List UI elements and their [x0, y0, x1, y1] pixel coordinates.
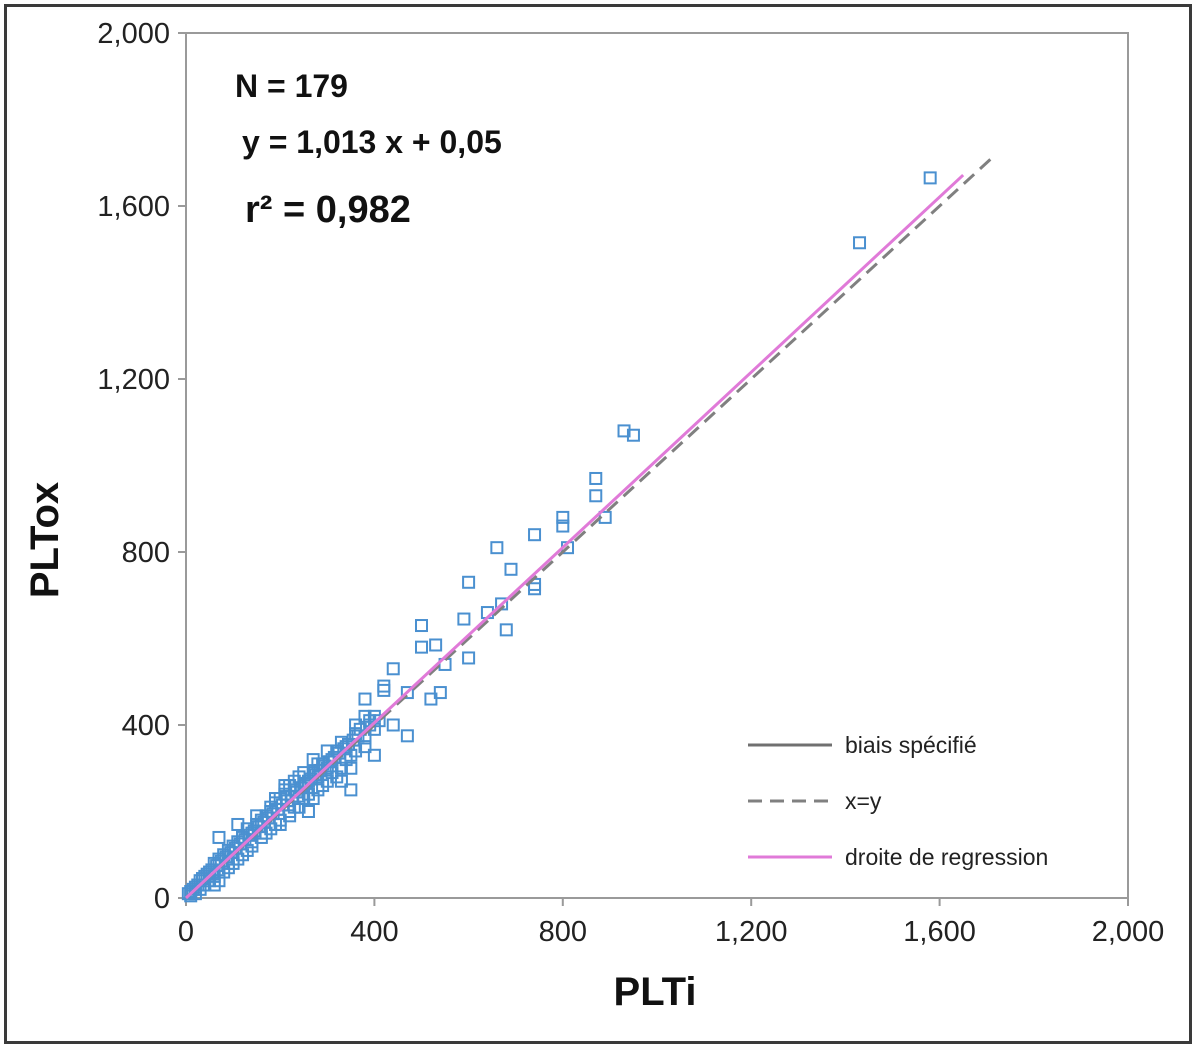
legend-label-bias: biais spécifié — [845, 732, 977, 758]
plot-area — [185, 32, 1129, 899]
data-point — [528, 582, 542, 596]
x-axis-ticks: 0 400 800 1,200 1,600 2,000 — [178, 898, 1164, 948]
legend-label-regression: droite de regression — [845, 844, 1048, 870]
data-point — [231, 817, 245, 831]
data-points — [181, 171, 937, 903]
x-tick-label: 1,200 — [715, 916, 788, 948]
data-point — [400, 729, 414, 743]
data-point — [264, 822, 278, 836]
data-point — [589, 489, 603, 503]
annotation-r2: r² = 0,982 — [245, 189, 411, 231]
data-point — [273, 817, 287, 831]
data-point — [424, 692, 438, 706]
data-point — [358, 740, 372, 754]
y-axis-title: PLTox — [23, 482, 67, 598]
data-point — [367, 748, 381, 762]
data-point — [236, 848, 250, 862]
legend: biais spécifié x=y droite de regression — [748, 732, 1048, 870]
y-tick-label: 2,000 — [97, 18, 170, 50]
x-tick-label: 800 — [539, 916, 587, 948]
data-point — [320, 744, 334, 758]
data-point — [617, 424, 631, 438]
y-tick-label: 800 — [122, 537, 170, 569]
x-axis-title: PLTi — [614, 970, 697, 1014]
regression-line — [184, 173, 965, 900]
data-point — [325, 766, 339, 780]
x-tick-label: 2,000 — [1092, 916, 1165, 948]
data-point — [400, 686, 414, 700]
data-point — [556, 510, 570, 524]
data-point — [504, 562, 518, 576]
data-point — [528, 528, 542, 542]
y-tick-label: 1,600 — [97, 191, 170, 223]
data-point — [358, 692, 372, 706]
legend-label-identity: x=y — [845, 788, 882, 814]
data-point — [499, 623, 513, 637]
x-tick-label: 1,600 — [903, 916, 976, 948]
y-tick-label: 400 — [122, 710, 170, 742]
data-point — [377, 679, 391, 693]
data-point — [415, 619, 428, 633]
data-point — [556, 519, 570, 533]
y-tick-label: 0 — [154, 883, 170, 915]
data-point — [283, 805, 297, 818]
y-tick-label: 1,200 — [97, 364, 170, 396]
data-point — [297, 792, 311, 806]
data-point — [386, 662, 400, 676]
data-point — [386, 718, 400, 732]
data-point — [589, 471, 603, 485]
data-point — [250, 809, 264, 823]
data-point — [462, 651, 476, 665]
data-point — [334, 735, 348, 749]
data-point — [287, 774, 301, 788]
data-point — [415, 640, 428, 654]
chart-frame — [4, 4, 1192, 1044]
data-point — [278, 783, 292, 797]
data-point — [349, 718, 363, 732]
data-point — [462, 575, 476, 589]
data-point — [429, 638, 443, 652]
data-point — [297, 766, 311, 780]
data-point — [349, 744, 363, 758]
x-tick-label: 0 — [178, 916, 194, 948]
data-point — [311, 783, 325, 797]
data-point — [268, 792, 282, 806]
data-point — [339, 753, 353, 767]
y-axis-ticks: 0 400 800 1,200 1,600 2,000 — [97, 18, 186, 915]
data-point — [301, 805, 315, 818]
x-tick-label: 400 — [350, 916, 398, 948]
data-point — [490, 541, 504, 555]
data-point — [853, 236, 867, 250]
data-point — [344, 783, 358, 797]
data-point — [311, 757, 325, 771]
data-point — [457, 612, 471, 626]
data-point — [923, 171, 937, 185]
data-point — [334, 774, 348, 788]
data-point — [626, 428, 640, 442]
data-point — [377, 683, 391, 697]
annotation-n: N = 179 — [235, 68, 348, 104]
data-point — [212, 830, 226, 844]
annotation-equation: y = 1,013 x + 0,05 — [242, 124, 502, 160]
